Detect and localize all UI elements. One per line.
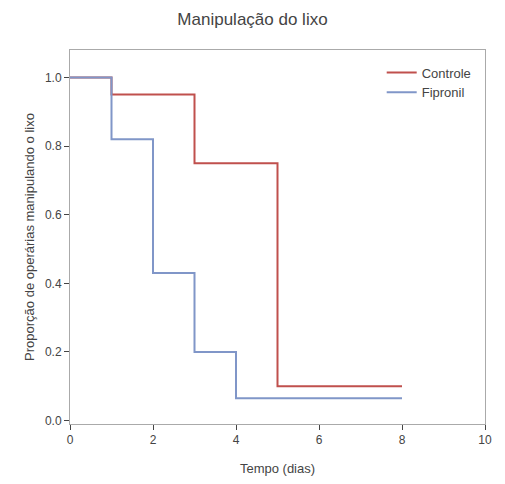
svg-text:10: 10 — [478, 433, 492, 447]
svg-text:Manipulação do lixo: Manipulação do lixo — [177, 10, 327, 29]
svg-text:Tempo (dias): Tempo (dias) — [240, 461, 315, 476]
svg-text:Controle: Controle — [422, 66, 471, 81]
svg-text:4: 4 — [233, 433, 240, 447]
svg-text:2: 2 — [150, 433, 157, 447]
svg-text:0: 0 — [67, 433, 74, 447]
svg-text:Fipronil: Fipronil — [422, 85, 465, 100]
svg-text:1.0: 1.0 — [45, 71, 62, 85]
svg-text:0.2: 0.2 — [45, 345, 62, 359]
svg-text:8: 8 — [399, 433, 406, 447]
svg-text:6: 6 — [316, 433, 323, 447]
svg-text:0.0: 0.0 — [45, 414, 62, 428]
svg-text:0.8: 0.8 — [45, 139, 62, 153]
svg-text:0.4: 0.4 — [45, 277, 62, 291]
svg-text:Proporção de operárias manipul: Proporção de operárias manipulando o lix… — [22, 113, 37, 361]
svg-text:0.6: 0.6 — [45, 208, 62, 222]
